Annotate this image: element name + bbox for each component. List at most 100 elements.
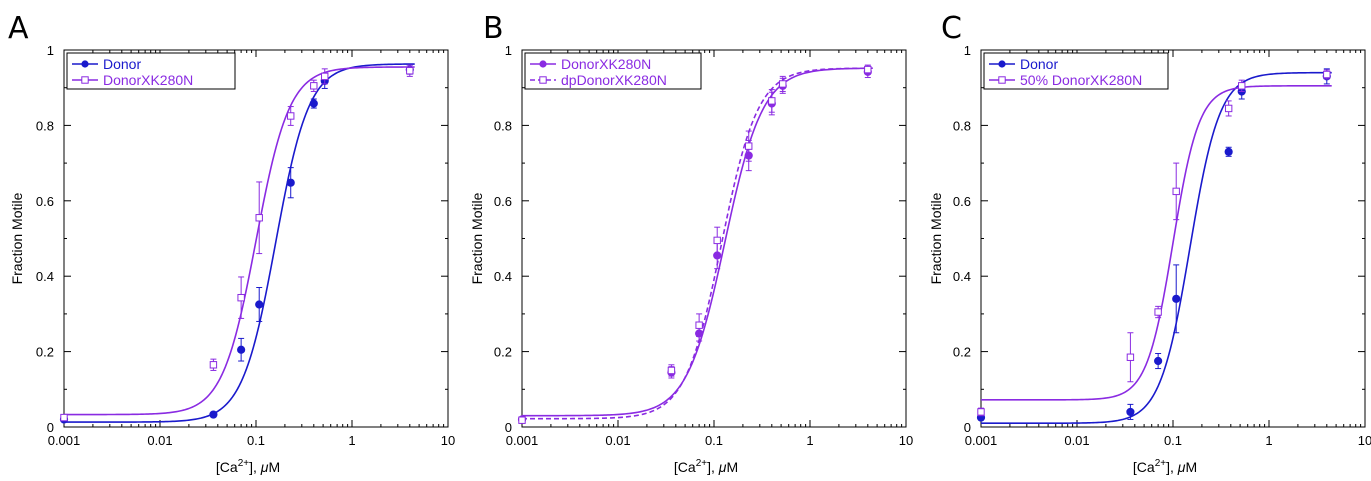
legend-box	[524, 52, 702, 90]
x-axis-title: [Ca2+], μM	[216, 458, 280, 475]
legend-label: Donor	[103, 56, 141, 72]
x-tick-label: 0.01	[147, 433, 172, 448]
data-point	[518, 416, 526, 424]
data-point	[768, 97, 776, 105]
x-axis-title: [Ca2+], μM	[674, 458, 738, 475]
legend-marker	[539, 76, 547, 84]
x-tick-label: 0.1	[705, 433, 723, 448]
data-point	[286, 178, 295, 187]
y-tick-label: 0.8	[953, 118, 971, 133]
data-point	[287, 112, 295, 120]
y-tick-label: 0	[47, 420, 54, 435]
y-axis-title: Fraction Motile	[469, 192, 485, 284]
legend-marker	[539, 60, 547, 68]
fit-curve	[64, 63, 415, 423]
series-1	[60, 64, 415, 422]
data-point	[1224, 147, 1233, 156]
legend-label: DonorXK280N	[561, 56, 651, 72]
series-0	[976, 68, 1332, 425]
data-point	[1238, 82, 1246, 90]
panel-letter: A	[8, 11, 29, 46]
legend-box	[66, 52, 236, 90]
data-point	[1126, 353, 1135, 361]
y-tick-label: 0.6	[494, 194, 512, 209]
y-tick-label: 0.8	[494, 118, 512, 133]
y-axis-title: Fraction Motile	[928, 192, 944, 284]
data-point	[1126, 407, 1135, 417]
y-tick-label: 0.4	[36, 269, 54, 284]
x-tick-label: 10	[441, 433, 455, 448]
y-tick-label: 0.4	[494, 269, 512, 284]
series-1	[518, 64, 873, 424]
x-tick-label: 10	[1358, 433, 1371, 448]
data-point	[695, 321, 703, 329]
panel-a: A 0.001 0.01 0.1 1 10 0 0.2 0.4 0.6 0.8 1 [Ca2+], μM…	[8, 11, 455, 475]
data-point	[60, 413, 68, 422]
data-point	[309, 99, 318, 108]
series-0	[517, 65, 873, 424]
data-point	[237, 345, 246, 354]
x-tick-label: 1	[1265, 433, 1272, 448]
data-point	[321, 72, 329, 81]
legend-marker	[81, 60, 89, 68]
data-point	[1172, 187, 1180, 196]
fit-curve	[981, 85, 1332, 401]
legend-marker	[998, 76, 1006, 84]
y-tick-label: 1	[47, 43, 54, 58]
panel-letter: B	[483, 11, 504, 46]
x-tick-label: 0.01	[605, 433, 630, 448]
data-point	[1224, 104, 1233, 113]
x-tick-label: 1	[348, 433, 355, 448]
x-axis-title: [Ca2+], μM	[1133, 458, 1197, 475]
legend-label: 50% DonorXK280N	[1020, 72, 1142, 88]
x-tick-label: 0.01	[1064, 433, 1089, 448]
legend-label: dpDonorXK280N	[561, 72, 667, 88]
data-point	[255, 214, 263, 222]
y-tick-label: 0	[505, 420, 512, 435]
y-tick-label: 0.6	[953, 194, 971, 209]
data-point	[779, 80, 787, 88]
data-point	[1172, 294, 1181, 303]
x-tick-label: 0.001	[965, 433, 998, 448]
x-tick-label: 1	[806, 433, 813, 448]
data-point	[1154, 356, 1163, 366]
legend-label: Donor	[1020, 56, 1058, 72]
y-tick-label: 1	[964, 43, 971, 58]
data-point	[406, 67, 414, 75]
data-point	[977, 408, 985, 416]
fit-curve	[522, 67, 873, 420]
y-tick-label: 0.2	[953, 345, 971, 360]
y-tick-label: 0.2	[494, 345, 512, 360]
data-point	[209, 361, 218, 369]
series-1	[977, 69, 1332, 417]
data-point	[667, 366, 676, 375]
data-point	[713, 236, 721, 245]
data-point	[209, 410, 218, 419]
data-point	[1323, 70, 1331, 79]
data-point	[1154, 308, 1162, 316]
data-point	[864, 65, 872, 74]
y-tick-label: 0	[964, 420, 971, 435]
panel-letter: C	[941, 11, 962, 46]
legend-label: DonorXK280N	[103, 72, 193, 88]
fit-curve	[64, 66, 415, 416]
legend-marker	[998, 60, 1006, 68]
panel-b: B 0.001 0.01 0.1 1 10 0 0.2 0.4 0.6 0.8 1 [Ca2+], μM…	[469, 11, 913, 475]
x-tick-label: 0.1	[247, 433, 265, 448]
series-0	[59, 63, 415, 424]
panel-c: C 0.001 0.01 0.1 1 10 0 0.2 0.4 0.6 0.8 1 [Ca2+], μM…	[928, 11, 1371, 475]
legend-marker	[81, 76, 89, 84]
data-point	[255, 300, 264, 309]
y-tick-label: 0.8	[36, 118, 54, 133]
y-tick-label: 0.4	[953, 269, 971, 284]
y-tick-label: 0.6	[36, 194, 54, 209]
y-tick-label: 1	[505, 43, 512, 58]
data-point	[237, 293, 245, 302]
y-tick-label: 0.2	[36, 345, 54, 360]
fit-curve	[522, 67, 873, 417]
legend-box	[983, 52, 1169, 90]
